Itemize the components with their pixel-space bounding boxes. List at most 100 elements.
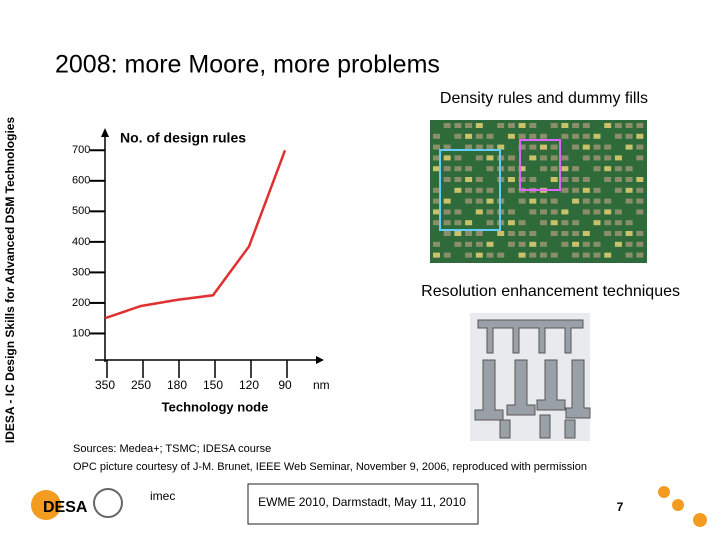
fill-tile bbox=[529, 177, 537, 182]
fill-tile bbox=[593, 220, 601, 226]
slide-title: 2008: more Moore, more problems bbox=[55, 51, 440, 79]
fill-tile bbox=[529, 155, 537, 161]
block bbox=[519, 139, 561, 191]
fill-tile bbox=[593, 144, 601, 150]
fill-tile bbox=[636, 252, 644, 258]
fill-tile bbox=[518, 144, 526, 150]
fill-tile bbox=[518, 123, 526, 128]
layout-image bbox=[430, 120, 647, 263]
fill-tile bbox=[636, 231, 644, 236]
fill-tile bbox=[614, 220, 622, 226]
fill-tile bbox=[582, 231, 590, 236]
fill-tile bbox=[540, 155, 547, 161]
fill-tile bbox=[475, 123, 483, 128]
y-tick-label: 700 bbox=[72, 144, 90, 156]
fill-tile bbox=[614, 155, 622, 161]
fill-tile bbox=[636, 187, 644, 193]
fill-tile bbox=[561, 133, 569, 139]
fill-tile bbox=[636, 133, 644, 139]
x-tick-label: 180 bbox=[167, 378, 187, 392]
fill-tile bbox=[614, 123, 622, 128]
fill-tile bbox=[507, 123, 515, 128]
fill-tile bbox=[582, 209, 590, 215]
fill-tile bbox=[550, 209, 558, 215]
fill-tile bbox=[572, 231, 580, 236]
fill-tile bbox=[465, 144, 473, 150]
fill-tile bbox=[433, 166, 440, 172]
fill-tile bbox=[475, 187, 483, 193]
fill-tile bbox=[443, 123, 451, 128]
fill-tile bbox=[443, 198, 451, 204]
fill-tile bbox=[518, 220, 526, 226]
fill-tile bbox=[465, 220, 473, 226]
footer-box bbox=[247, 483, 479, 525]
fill-tile bbox=[582, 155, 590, 161]
fill-tile bbox=[454, 220, 462, 226]
fill-tile bbox=[454, 231, 462, 236]
fill-tile bbox=[625, 241, 633, 247]
fill-tile bbox=[550, 198, 558, 204]
opc-image bbox=[470, 313, 591, 441]
fill-tile bbox=[518, 252, 526, 258]
fill-tile bbox=[529, 198, 537, 204]
fill-tile bbox=[604, 198, 612, 204]
fill-tile bbox=[636, 177, 644, 182]
fill-tile bbox=[550, 220, 558, 226]
sources-line: OPC picture courtesy of J-M. Brunet, IEE… bbox=[73, 461, 587, 473]
fill-tile bbox=[636, 198, 644, 204]
fill-tile bbox=[604, 177, 612, 182]
fill-tile bbox=[465, 133, 473, 139]
fill-tile bbox=[572, 252, 580, 258]
fill-tile bbox=[518, 166, 526, 172]
side-text: IDESA - IC Design Skills for Advanced DS… bbox=[3, 117, 17, 444]
fill-tile bbox=[604, 166, 612, 172]
fill-tile bbox=[625, 231, 633, 236]
fill-tile bbox=[529, 231, 537, 236]
fill-tile bbox=[625, 144, 633, 150]
fill-tile bbox=[582, 144, 590, 150]
fill-tile bbox=[550, 252, 558, 258]
fill-tile bbox=[582, 252, 590, 258]
fill-tile bbox=[443, 166, 451, 172]
fill-tile bbox=[486, 252, 494, 258]
fill-tile bbox=[433, 241, 440, 247]
fill-tile bbox=[625, 133, 633, 139]
fill-tile bbox=[443, 231, 451, 236]
fill-tile bbox=[433, 144, 440, 150]
fill-tile bbox=[486, 155, 494, 161]
fill-tile bbox=[625, 123, 633, 128]
fill-tile bbox=[529, 133, 537, 139]
fill-tile bbox=[486, 220, 494, 226]
ret-caption: Resolution enhancement techniques bbox=[421, 283, 680, 300]
fill-tile bbox=[443, 209, 451, 215]
fill-tile bbox=[475, 155, 483, 161]
fill-tile bbox=[454, 133, 462, 139]
footer-logos: DESA imec bbox=[31, 488, 175, 520]
fill-tile bbox=[540, 209, 547, 215]
fill-tile bbox=[465, 177, 473, 182]
fill-tile bbox=[507, 209, 515, 215]
x-unit: nm bbox=[313, 378, 330, 392]
fill-tile bbox=[443, 155, 451, 161]
fill-tile bbox=[572, 177, 580, 182]
fill-tile bbox=[465, 241, 473, 247]
fill-tile bbox=[540, 252, 547, 258]
fill-tile bbox=[486, 166, 494, 172]
fill-tile bbox=[561, 241, 569, 247]
y-axis-label: No. of design rules bbox=[120, 130, 246, 146]
fill-tile bbox=[507, 155, 515, 161]
block bbox=[439, 149, 501, 231]
fill-tile bbox=[529, 123, 537, 128]
fill-tile bbox=[572, 198, 580, 204]
fill-tile bbox=[561, 220, 569, 226]
fill-tile bbox=[636, 241, 644, 247]
fill-tile bbox=[507, 241, 515, 247]
fill-tile bbox=[550, 166, 558, 172]
fill-tile bbox=[443, 177, 451, 182]
fill-tile bbox=[593, 252, 601, 258]
fill-tile bbox=[507, 177, 515, 182]
fill-tile bbox=[433, 220, 440, 226]
fill-tile bbox=[593, 155, 601, 161]
